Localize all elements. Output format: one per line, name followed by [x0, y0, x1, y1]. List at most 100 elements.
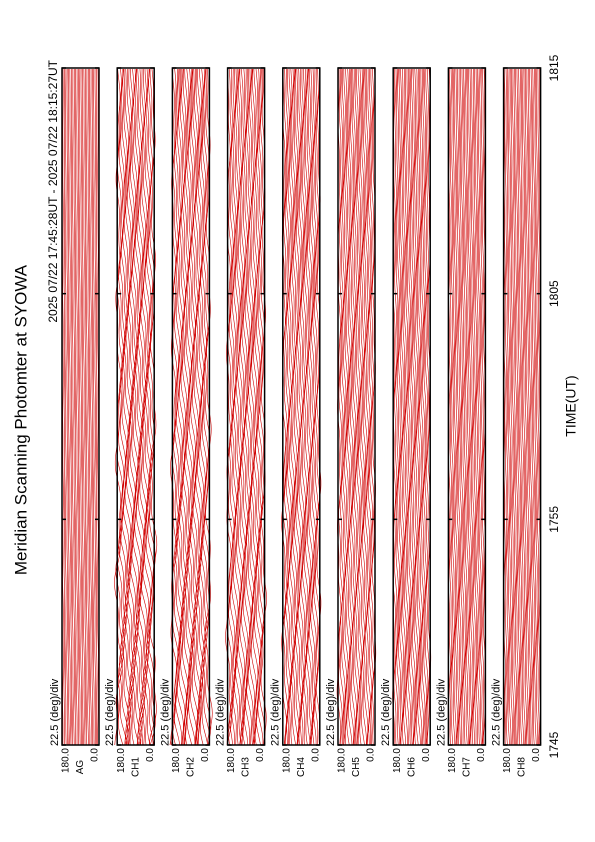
trace: [506, 68, 509, 746]
trace: [91, 69, 94, 746]
trace: [87, 68, 89, 746]
trace: [311, 69, 318, 746]
trace: [511, 68, 515, 746]
y-tick-label: 180.0: [392, 748, 403, 773]
trace: [367, 68, 373, 746]
panel-frame: [392, 67, 431, 746]
trace: [145, 68, 155, 746]
trace: [409, 68, 413, 746]
trace: [353, 68, 359, 746]
trace: [360, 68, 366, 746]
panel-frame: [282, 67, 321, 746]
trace: [414, 68, 419, 746]
trace: [93, 68, 95, 745]
trace: [413, 68, 417, 746]
trace: [141, 68, 150, 746]
trace: [252, 68, 260, 746]
trace: [81, 69, 84, 746]
trace: [77, 68, 80, 746]
trace: [530, 68, 533, 746]
y-tick-label: 0.0: [145, 748, 156, 762]
y-tick-label: 180.0: [116, 748, 127, 773]
trace: [356, 68, 362, 746]
x-tick-label: 1755: [547, 506, 561, 533]
trace: [401, 68, 406, 746]
trace: [139, 68, 148, 746]
trace: [478, 68, 482, 746]
trace: [118, 68, 128, 746]
trace: [342, 68, 347, 746]
trace: [524, 68, 527, 746]
trace: [525, 68, 529, 746]
y-tick-label: 180.0: [61, 748, 72, 773]
trace: [417, 68, 422, 746]
trace: [513, 68, 516, 746]
panel-label: CH3: [241, 757, 252, 777]
trace: [94, 68, 96, 746]
trace: [345, 68, 350, 746]
trace: [521, 68, 524, 746]
trace: [290, 68, 296, 746]
trace: [283, 68, 290, 746]
trace: [403, 68, 408, 746]
trace: [399, 68, 403, 746]
trace: [128, 68, 136, 746]
trace: [95, 68, 98, 746]
trace: [134, 68, 144, 746]
trace: [193, 68, 202, 746]
trace: [346, 68, 352, 746]
trace: [186, 68, 195, 746]
trace: [457, 68, 461, 746]
trace: [249, 68, 256, 746]
trace: [199, 68, 207, 746]
trace: [72, 68, 74, 746]
y-tick-label: 0.0: [90, 748, 101, 762]
trace: [239, 68, 246, 746]
trace: [396, 68, 401, 746]
trace: [507, 68, 510, 746]
scale-label: 22.5 (deg)/div: [49, 678, 61, 746]
trace: [176, 68, 185, 746]
trace: [188, 68, 196, 746]
panel-frame: [61, 67, 100, 746]
trace: [453, 68, 457, 746]
y-tick-label: 0.0: [310, 748, 321, 762]
scale-label: 22.5 (deg)/div: [270, 678, 282, 746]
trace: [400, 68, 405, 746]
trace: [97, 68, 99, 746]
trace: [190, 68, 199, 746]
trace: [481, 68, 485, 746]
trace: [518, 68, 522, 746]
trace: [366, 68, 371, 746]
trace: [310, 68, 316, 746]
y-tick-label: 0.0: [421, 748, 432, 762]
trace: [466, 68, 470, 746]
trace: [66, 68, 68, 746]
trace: [343, 68, 349, 746]
trace: [125, 68, 134, 746]
trace: [169, 68, 177, 746]
trace: [509, 68, 512, 746]
trace: [229, 68, 236, 746]
trace: [88, 69, 91, 746]
panel-frame: [116, 67, 155, 746]
scale-label: 22.5 (deg)/div: [380, 678, 392, 746]
trace: [469, 68, 472, 746]
trace: [299, 68, 305, 746]
trace: [459, 68, 462, 746]
trace: [130, 68, 140, 746]
trace: [416, 68, 420, 746]
trace: [348, 68, 353, 746]
trace: [470, 68, 474, 746]
trace: [121, 68, 130, 746]
trace: [477, 68, 481, 746]
trace: [362, 68, 367, 746]
trace: [76, 68, 78, 745]
panel-label: CH5: [351, 757, 362, 777]
trace: [407, 68, 412, 746]
trace: [170, 68, 179, 746]
trace: [517, 68, 520, 746]
trace: [69, 68, 71, 746]
trace: [393, 68, 398, 746]
